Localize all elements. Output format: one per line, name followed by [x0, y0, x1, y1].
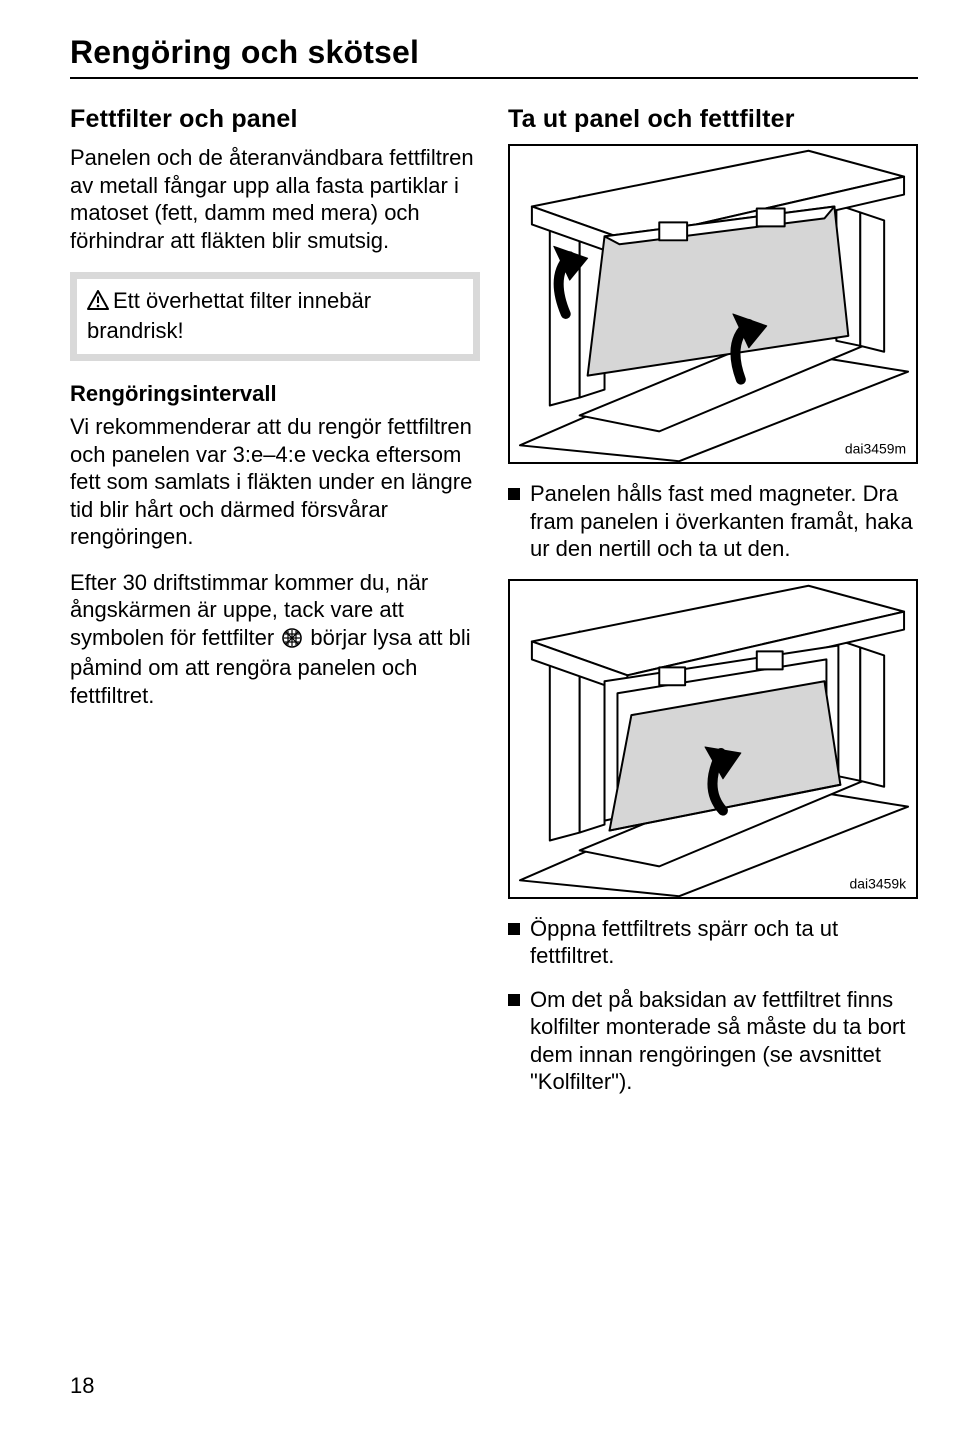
- left-intro: Panelen och de återanvändbara fettfiltre…: [70, 144, 480, 254]
- left-p1: Vi rekommenderar att du rengör fettfiltr…: [70, 413, 480, 551]
- content-columns: Fettfilter och panel Panelen och de åter…: [70, 105, 918, 1112]
- bullet-icon: [508, 488, 520, 500]
- bullet-3-text: Om det på baksidan av fettfiltret finns …: [530, 986, 918, 1096]
- figure-1: dai3459m: [508, 144, 918, 464]
- bullet-icon: [508, 923, 520, 935]
- bullet-3: Om det på baksidan av fettfiltret finns …: [508, 986, 918, 1096]
- left-subheading: Rengöringsintervall: [70, 381, 480, 407]
- left-p2: Efter 30 driftstimmar kommer du, när ång…: [70, 569, 480, 710]
- warning-icon: [87, 289, 109, 317]
- title-rule: [70, 77, 918, 79]
- warning-text: Ett överhettat filter innebär brandrisk!: [87, 287, 463, 344]
- bullet-1: Panelen hålls fast med magneter. Dra fra…: [508, 480, 918, 563]
- filter-icon: [282, 627, 302, 655]
- figure-2-label: dai3459k: [850, 875, 907, 891]
- page-title: Rengöring och skötsel: [70, 34, 918, 71]
- bullet-2: Öppna fettfiltrets spärr och ta ut fettf…: [508, 915, 918, 970]
- warning-label: Ett överhettat filter innebär brandrisk!: [87, 288, 371, 343]
- bullet-2-text: Öppna fettfiltrets spärr och ta ut fettf…: [530, 915, 918, 970]
- figure-2: dai3459k: [508, 579, 918, 899]
- bullet-1-text: Panelen hålls fast med magneter. Dra fra…: [530, 480, 918, 563]
- page-number: 18: [70, 1373, 94, 1399]
- left-column: Fettfilter och panel Panelen och de åter…: [70, 105, 480, 1112]
- bullet-icon: [508, 994, 520, 1006]
- left-heading: Fettfilter och panel: [70, 105, 480, 134]
- figure-1-label: dai3459m: [845, 440, 906, 456]
- right-heading: Ta ut panel och fettfilter: [508, 105, 918, 134]
- warning-box: Ett överhettat filter innebär brandrisk!: [70, 272, 480, 361]
- right-column: Ta ut panel och fettfilter: [508, 105, 918, 1112]
